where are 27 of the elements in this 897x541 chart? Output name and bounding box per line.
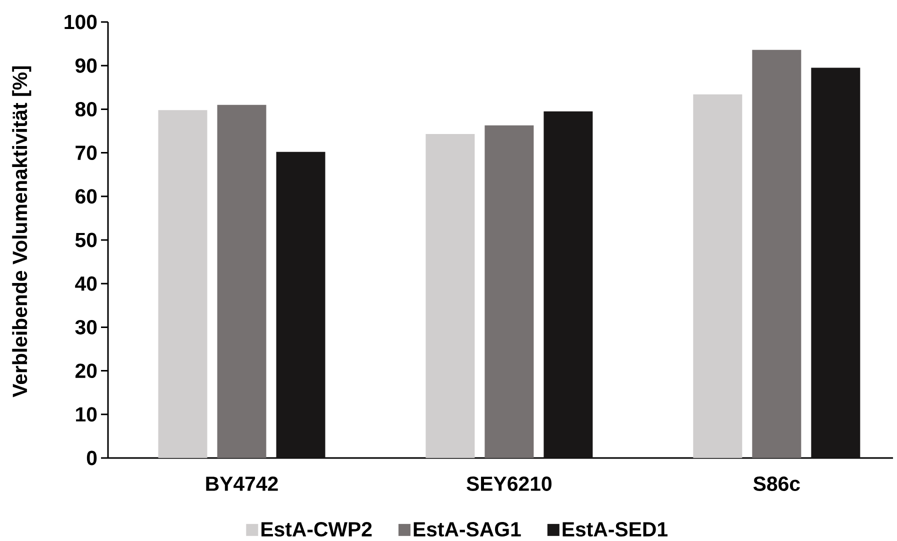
bar	[158, 110, 208, 458]
bar	[426, 134, 475, 458]
y-tick-label: 50	[75, 232, 97, 248]
y-axis-title: Verbleibende Volumenaktivität [%]	[12, 66, 32, 398]
y-tick-label: 80	[75, 102, 97, 116]
x-tick-label: S86c	[753, 476, 800, 491]
bar	[484, 125, 534, 458]
bar	[752, 50, 802, 458]
y-tick-label: 0	[86, 450, 97, 466]
legend-label: EstA-SED1	[562, 522, 668, 537]
y-tick-label: 70	[76, 146, 97, 160]
y-tick-label: 20	[75, 364, 97, 378]
bar	[217, 104, 266, 458]
x-tick-label: SEY6210	[466, 476, 552, 491]
x-tick-label: BY4742	[206, 476, 278, 491]
legend-label: EstA-SAG1	[414, 522, 521, 537]
y-tick-label: 30	[75, 320, 97, 334]
bar	[811, 68, 860, 458]
bar	[544, 111, 593, 458]
y-tick-label: 10	[76, 407, 97, 422]
legend-label: EstA-CWP2	[262, 522, 372, 537]
bar	[693, 94, 742, 458]
y-tick-label: 100	[64, 14, 97, 30]
y-tick-label: 40	[75, 276, 97, 291]
y-tick-label: 90	[75, 58, 97, 73]
y-tick-label: 60	[76, 189, 97, 204]
bar	[276, 152, 326, 458]
